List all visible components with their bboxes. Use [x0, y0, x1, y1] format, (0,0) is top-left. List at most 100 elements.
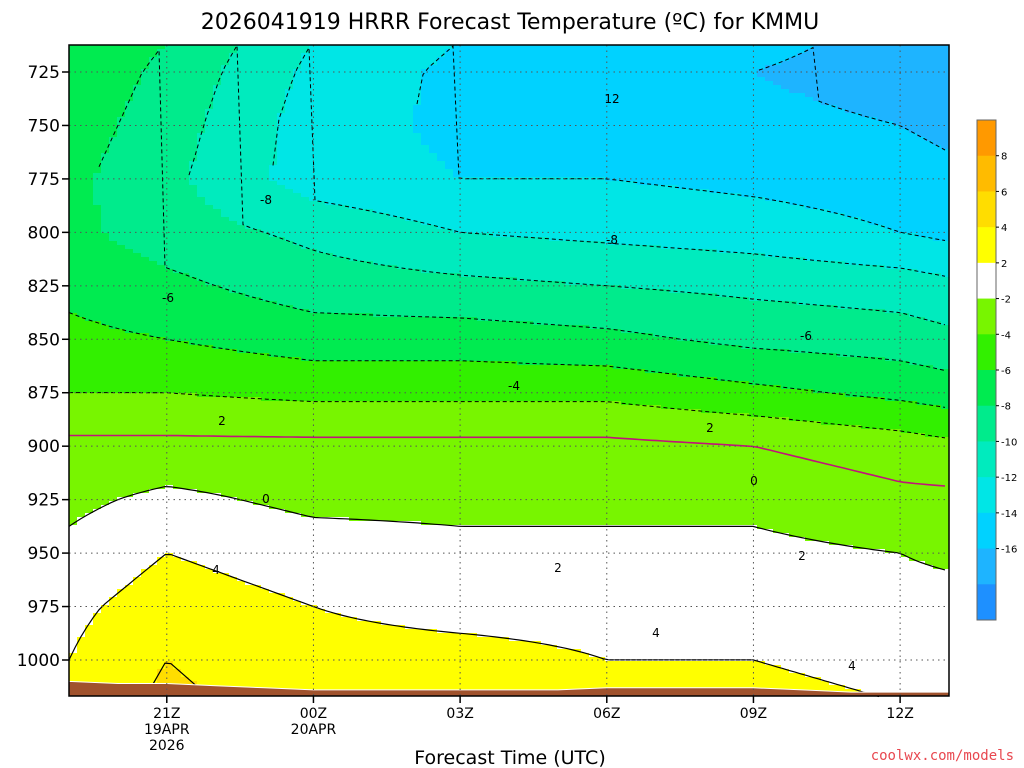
field-cell	[365, 261, 374, 314]
field-cell	[693, 189, 702, 250]
field-cell	[365, 313, 374, 362]
field-cell	[101, 605, 110, 696]
field-cell	[605, 245, 614, 286]
field-cell	[629, 181, 638, 246]
field-cell	[837, 393, 846, 426]
field-cell	[629, 333, 638, 370]
field-cell	[637, 525, 646, 662]
field-cell	[669, 185, 678, 250]
field-cell	[293, 401, 302, 514]
field-cell	[685, 525, 694, 662]
field-cell	[613, 661, 622, 696]
field-cell	[125, 497, 134, 586]
field-cell	[389, 521, 398, 626]
field-cell	[413, 401, 422, 522]
field-cell	[485, 233, 494, 278]
field-cell	[765, 201, 774, 258]
field-cell	[813, 305, 822, 354]
field-cell	[453, 233, 462, 274]
field-cell	[685, 293, 694, 342]
field-cell	[557, 177, 566, 242]
field-cell	[925, 45, 934, 142]
field-cell	[781, 301, 790, 350]
field-cell	[381, 401, 390, 522]
field-cell	[237, 45, 246, 226]
field-cell	[205, 109, 214, 206]
field-cell	[533, 641, 542, 696]
field-cell	[909, 401, 918, 434]
field-cell	[629, 405, 638, 526]
field-cell	[861, 117, 870, 222]
y-tick-label: 850	[28, 330, 60, 350]
field-cell	[117, 329, 126, 394]
field-cell	[797, 389, 806, 422]
field-cell	[317, 201, 326, 254]
field-cell	[765, 257, 774, 302]
field-cell	[829, 545, 838, 686]
field-cell	[245, 397, 254, 502]
field-cell	[157, 265, 166, 338]
field-cell	[605, 285, 614, 330]
field-cell	[477, 277, 486, 322]
field-cell	[277, 45, 286, 114]
field-cell	[157, 489, 166, 558]
field-cell	[877, 45, 886, 122]
field-cell	[861, 309, 870, 358]
field-cell	[397, 521, 406, 626]
y-tick-label: 800	[28, 223, 60, 243]
field-cell	[373, 265, 382, 318]
field-cell	[101, 505, 110, 606]
field-cell	[917, 317, 926, 366]
field-cell	[349, 361, 358, 402]
field-cell	[773, 85, 782, 202]
field-cell	[789, 389, 798, 422]
field-cell	[285, 513, 294, 598]
field-cell	[589, 285, 598, 330]
field-cell	[517, 365, 526, 402]
field-cell	[549, 525, 558, 646]
field-cell	[333, 613, 342, 696]
field-cell	[429, 361, 438, 402]
field-cell	[861, 221, 870, 266]
field-cell	[629, 245, 638, 290]
field-cell	[933, 569, 942, 696]
field-cell	[941, 45, 950, 150]
field-cell	[357, 45, 366, 210]
field-cell	[685, 45, 694, 190]
colorbar-label: 6	[1001, 187, 1007, 198]
terrain-fill	[68, 680, 950, 697]
field-cell	[605, 45, 614, 182]
field-cell	[373, 521, 382, 622]
field-cell	[565, 649, 574, 696]
field-cell	[381, 361, 390, 402]
field-cell	[597, 657, 606, 696]
field-cell	[589, 241, 598, 286]
y-tick-label: 750	[28, 116, 60, 136]
field-cell	[549, 401, 558, 526]
field-cell	[285, 305, 294, 358]
field-cell	[509, 641, 518, 696]
field-cell	[445, 45, 454, 50]
colorbar-label: 4	[1001, 223, 1007, 234]
field-cell	[477, 177, 486, 234]
isotherm-line	[188, 43, 946, 326]
field-cell	[917, 137, 926, 238]
field-cell	[781, 533, 790, 670]
field-cell	[205, 285, 214, 346]
field-cell	[805, 45, 814, 50]
field-cell	[765, 81, 774, 202]
field-cell	[829, 213, 838, 262]
field-cell	[717, 525, 726, 662]
field-cell	[885, 45, 894, 122]
field-cell	[357, 261, 366, 314]
field-cell	[749, 197, 758, 254]
field-cell	[245, 297, 254, 354]
field-cell	[677, 661, 686, 696]
field-cell	[909, 45, 918, 134]
field-cell	[885, 553, 894, 696]
field-cell	[637, 369, 646, 406]
field-cell	[453, 633, 462, 696]
field-cell	[701, 45, 710, 190]
field-cell	[509, 277, 518, 322]
field-cell	[717, 413, 726, 526]
